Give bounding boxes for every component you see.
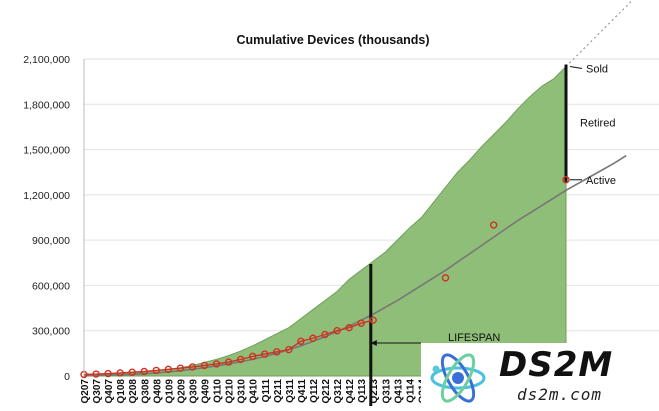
observed-point bbox=[297, 337, 305, 345]
x-tick-label: Q309 bbox=[188, 379, 199, 404]
retired-annotation: Retired bbox=[580, 117, 615, 129]
observed-line bbox=[83, 319, 374, 376]
observed-point bbox=[309, 334, 317, 342]
sold-annotation: Sold bbox=[586, 64, 608, 76]
x-tick-label: Q308 bbox=[140, 379, 151, 404]
sold-pointer bbox=[569, 66, 583, 70]
x-tick-label: Q410 bbox=[249, 379, 260, 404]
y-tick-label: 1,200,000 bbox=[23, 190, 70, 202]
observed-point bbox=[200, 361, 209, 370]
observed-point bbox=[357, 319, 365, 327]
x-tick-label: Q212 bbox=[321, 379, 332, 404]
x-axis: Q207 Q307 Q407 Q108 Q208 Q308 Q408 Q109 Q209 Q309… bbox=[80, 379, 428, 404]
sold-area-layer bbox=[83, 0, 634, 377]
x-tick-label: Q310 bbox=[237, 379, 248, 404]
y-tick-label: 1,500,000 bbox=[23, 145, 70, 157]
observed-point bbox=[333, 327, 341, 335]
observed-point bbox=[116, 369, 124, 377]
observed-point bbox=[152, 366, 161, 375]
observed-point bbox=[92, 370, 100, 378]
observed-point bbox=[212, 360, 221, 368]
marker-layer bbox=[369, 64, 568, 406]
x-tick-label: Q407 bbox=[104, 379, 115, 404]
observed-point bbox=[248, 352, 257, 361]
y-tick-label: 300,000 bbox=[32, 326, 70, 338]
x-tick-label: Q114 bbox=[405, 379, 416, 403]
x-tick-label: Q108 bbox=[116, 379, 127, 404]
y-axis: 0 300,000 600,000 900,000 1,200,000 1,500,000… bbox=[23, 54, 85, 383]
x-tick-label: Q307 bbox=[92, 379, 103, 404]
observed-point bbox=[369, 316, 377, 324]
watermark: DS2M ds2m.com bbox=[421, 343, 659, 411]
x-tick-label: Q412 bbox=[345, 379, 356, 404]
watermark-title: DS2M bbox=[499, 345, 614, 385]
x-tick-label: Q210 bbox=[225, 379, 236, 404]
observed-point bbox=[441, 274, 450, 282]
x-tick-label: Q312 bbox=[333, 379, 344, 404]
observed-point bbox=[140, 367, 148, 376]
observed-point bbox=[273, 348, 281, 356]
observed-point bbox=[188, 363, 197, 371]
x-tick-label: Q408 bbox=[152, 379, 163, 404]
observed-points-layer bbox=[80, 176, 570, 379]
x-tick-label: Q409 bbox=[201, 379, 212, 404]
x-tick-label: Q413 bbox=[393, 379, 404, 404]
x-tick-label: Q207 bbox=[80, 379, 91, 404]
observed-point bbox=[321, 330, 329, 339]
x-tick-label: Q211 bbox=[273, 379, 284, 403]
x-tick-label: Q411 bbox=[297, 379, 308, 403]
watermark-url: ds2m.com bbox=[517, 385, 603, 404]
x-tick-label: Q213 bbox=[369, 379, 380, 404]
sold-extension-dotted bbox=[565, 0, 634, 67]
x-tick-label: Q209 bbox=[176, 379, 187, 404]
x-tick-label: Q111 bbox=[261, 379, 272, 403]
y-tick-label: 600,000 bbox=[32, 280, 70, 292]
x-tick-label: Q110 bbox=[213, 379, 224, 403]
active-annotation: Active bbox=[586, 175, 616, 187]
y-tick-label: 2,100,000 bbox=[23, 54, 70, 66]
observed-point bbox=[345, 323, 353, 332]
x-tick-label: Q313 bbox=[381, 379, 392, 404]
x-tick-label: Q208 bbox=[128, 379, 139, 404]
x-tick-label: Q113 bbox=[357, 379, 368, 403]
y-tick-label: 0 bbox=[64, 371, 70, 383]
observed-point bbox=[261, 350, 269, 358]
observed-point bbox=[236, 355, 245, 364]
sold-area bbox=[83, 65, 567, 377]
lifespan-annotation: LIFESPAN bbox=[448, 332, 500, 344]
observed-point bbox=[176, 364, 185, 372]
lifespan-arrow-head bbox=[370, 340, 377, 346]
atom-logo-icon bbox=[430, 353, 486, 403]
x-tick-label: Q112 bbox=[309, 379, 320, 403]
y-tick-label: 1,800,000 bbox=[23, 99, 70, 111]
observed-point bbox=[224, 358, 233, 366]
observed-point bbox=[128, 368, 136, 376]
chart-title: Cumulative Devices (thousands) bbox=[236, 33, 429, 47]
y-tick-label: 900,000 bbox=[32, 235, 70, 247]
x-tick-label: Q109 bbox=[164, 379, 175, 404]
x-tick-label: Q311 bbox=[285, 379, 296, 403]
annotation-layer: Sold Retired Active LIFESPAN bbox=[448, 64, 616, 344]
observed-point bbox=[490, 221, 498, 229]
observed-point bbox=[164, 365, 173, 374]
observed-point bbox=[562, 176, 570, 184]
observed-point bbox=[285, 345, 293, 354]
observed-point bbox=[104, 369, 112, 378]
